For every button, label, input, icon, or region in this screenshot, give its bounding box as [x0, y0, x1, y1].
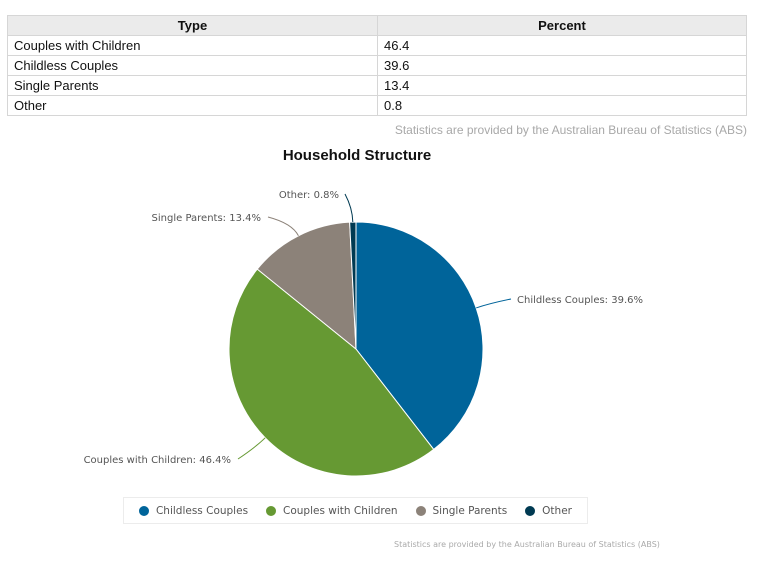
legend-item-couples-with-children[interactable]: Couples with Children	[266, 505, 398, 517]
legend-label: Other	[542, 504, 572, 517]
chart-legend: Childless Couples Couples with Children …	[123, 497, 588, 524]
legend-marker-icon	[266, 505, 276, 516]
legend-item-single-parents[interactable]: Single Parents	[415, 504, 508, 517]
pie-slice-childless-couples[interactable]	[355, 221, 484, 451]
slice-label: Other: 0.8%	[279, 190, 339, 201]
cell-type: Other	[7, 95, 378, 116]
legend-marker-icon	[525, 505, 536, 516]
legend-label: Couples with Children	[283, 504, 398, 517]
table-row: Single Parents 13.4	[7, 75, 747, 96]
label-connectors	[237, 193, 512, 460]
slice-label: Single Parents: 13.4%	[152, 213, 261, 224]
pie-slices	[228, 221, 484, 477]
legend-marker-icon	[138, 505, 149, 516]
legend-label: Single Parents	[432, 504, 508, 517]
label-connector	[237, 437, 266, 460]
table-source-note: Statistics are provided by the Australia…	[394, 123, 747, 137]
pie-slice-other[interactable]	[349, 221, 357, 350]
slice-label: Couples with Children: 46.4%	[84, 455, 231, 466]
legend-item-other[interactable]: Other	[525, 505, 572, 517]
legend-marker-icon	[415, 505, 426, 516]
legend-item-childless-couples[interactable]: Childless Couples	[138, 504, 249, 517]
data-table: Type Percent Couples with Children 46.4 …	[7, 15, 747, 116]
label-connector	[344, 193, 354, 223]
label-connector	[476, 298, 512, 309]
slice-label: Childless Couples: 39.6%	[517, 295, 643, 306]
chart-credit: Statistics are provided by the Australia…	[394, 540, 660, 549]
chart-title: Household Structure	[282, 147, 432, 164]
column-header-percent: Percent	[377, 15, 747, 36]
table-header-row: Type Percent	[7, 15, 747, 36]
table-row: Other 0.8	[7, 95, 747, 116]
cell-percent: 0.8	[377, 95, 747, 116]
column-header-type: Type	[7, 15, 378, 36]
legend-label: Childless Couples	[155, 504, 249, 517]
slice-labels: Childless Couples: 39.6% Couples with Chi…	[84, 190, 643, 466]
label-connector	[267, 216, 299, 237]
